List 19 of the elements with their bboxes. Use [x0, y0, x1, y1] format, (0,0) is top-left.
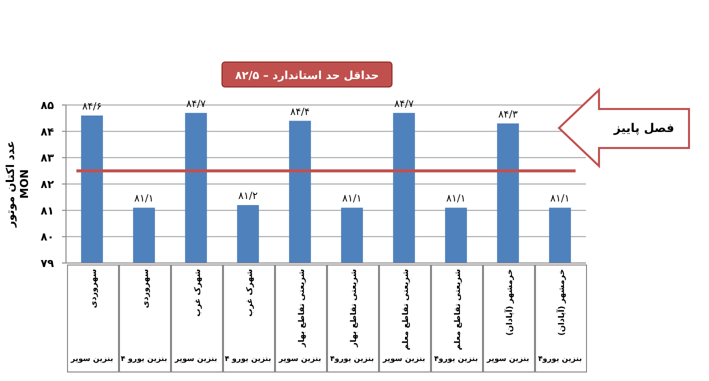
- data-label: ۸۴/۷: [394, 98, 414, 110]
- y-tick-label: ۸۲: [40, 178, 54, 191]
- data-label: ۸۱/۱: [446, 194, 466, 205]
- y-tick-label: ۸۱: [40, 204, 54, 218]
- chart-title: حداقل حد استاندارد – ۸۲/۵: [235, 69, 379, 82]
- y-tick-label: ۸۴: [40, 125, 54, 138]
- data-label: ۸۴/۳: [498, 109, 518, 120]
- y-tick-label: ۸۰: [40, 230, 54, 244]
- data-label: ۸۴/۷: [186, 98, 206, 110]
- data-label: ۸۱/۱: [342, 194, 362, 205]
- y-tick-label: ۸۳: [40, 152, 54, 165]
- y-tick-label: ۸۵: [40, 99, 54, 112]
- y-tick-label: ۷۹: [40, 257, 54, 270]
- data-label: ۸۱/۲: [238, 191, 258, 202]
- data-label: ۸۴/۴: [290, 106, 310, 118]
- text: فصل پاییز: [612, 121, 674, 135]
- data-label: ۸۱/۱: [550, 194, 570, 205]
- data-label: ۸۱/۱: [134, 194, 154, 205]
- data-label: ۸۴/۶: [82, 102, 102, 113]
